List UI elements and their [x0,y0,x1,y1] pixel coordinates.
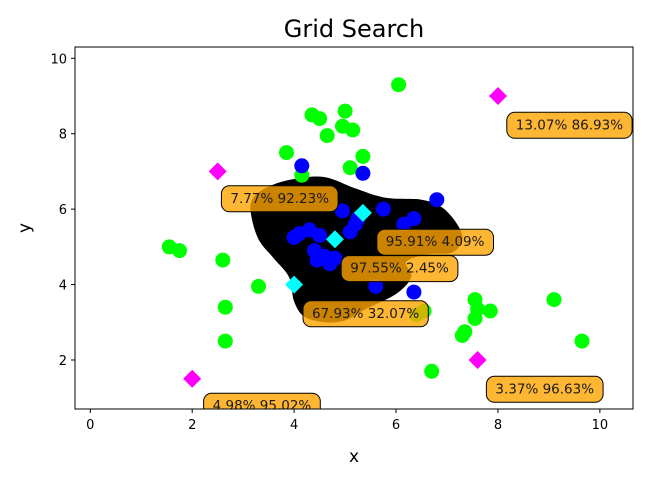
y-tick-label: 6 [59,203,67,218]
probability-annotation: 3.37% 96.63% [485,375,604,403]
series-blue-point [368,278,384,294]
series-green-point [391,77,407,93]
query-point-magenta [468,351,487,369]
annotation-box [302,300,429,328]
series-green-point [574,333,590,349]
series-blue-point [406,284,422,300]
query-point-cyan [325,230,344,249]
probability-annotation: 97.55% 2.45% [340,255,459,283]
annotation-text: 4.98% 95.02% [213,398,312,414]
y-tick-label: 4 [59,279,67,294]
series-green-point [345,122,361,138]
x-axis: 0 2 4 6 8 10 [86,409,608,433]
query-point-cyan [353,203,372,222]
series-green-point [424,363,440,379]
series-green-point [467,292,483,308]
probability-annotation: 7.77% 92.23% [220,185,339,213]
series-green-point [337,103,353,119]
series-green-point [251,278,266,294]
annotation-box [506,111,633,139]
y-tick-label: 8 [59,128,67,143]
series-green-point [217,333,233,349]
series-blue-point [429,192,445,208]
probability-annotation: 67.93% 32.07% [302,300,429,328]
series-green-point [355,148,371,164]
series-blue-point [294,158,310,174]
plot-area: 13.07% 86.93% 7.77% 92.23% 95.91% 4.09% 97.… [161,77,633,414]
plot-frame [74,46,634,410]
annotation-box [485,375,604,403]
x-tick-label: 0 [86,418,94,433]
y-tick-label: 10 [50,52,67,67]
series-green-point [319,128,335,144]
x-tick-label: 2 [188,418,196,433]
y-axis: 2 4 6 8 10 [50,52,75,369]
x-axis-label: x [349,447,359,467]
x-tick-label: 6 [392,418,400,433]
query-point-magenta [489,87,507,105]
series-blue-point [335,203,350,219]
points-layer [161,77,590,379]
series-green-point [217,299,233,315]
annotation-text: 3.37% 96.63% [495,381,594,397]
series-green-point [342,160,358,176]
series-green-point [312,111,328,127]
annotation-text: 7.77% 92.23% [230,191,329,207]
x-tick-label: 8 [494,418,502,433]
series-blue-point [312,228,328,243]
query-point-magenta [183,369,202,388]
annotation-box [340,255,459,283]
series-blue-point [309,252,325,268]
series-blue-point [406,211,422,227]
series-green-point [279,145,294,161]
annotation-text: 95.91% 4.09% [386,234,485,250]
annotation-text: 97.55% 2.45% [350,261,449,277]
annotation-box [203,392,321,409]
series-blue-point [375,201,391,217]
annotation-text: 67.93% 32.07% [312,306,419,322]
y-axis-label: y [15,223,35,233]
x-tick-label: 4 [290,418,298,433]
series-green-point [482,303,498,319]
series-blue-point [355,165,371,181]
probability-annotation: 95.91% 4.09% [376,228,494,256]
query-point-magenta [208,162,227,181]
series-green-point [172,243,187,259]
y-tick-label: 2 [59,354,67,369]
annotation-box [220,185,339,213]
series-green-point [215,252,231,268]
series-green-point [546,292,562,308]
query-markers-layer [183,87,507,388]
series-green-point [457,324,473,340]
x-tick-label: 10 [592,418,609,433]
annotations-layer: 13.07% 86.93% 7.77% 92.23% 95.91% 4.09% 97.… [203,111,633,414]
probability-annotation: 13.07% 86.93% [506,111,633,139]
series-blue-point [322,256,338,272]
annotation-text: 13.07% 86.93% [516,117,623,133]
chart-title: Grid Search [284,15,424,43]
probability-annotation: 4.98% 95.02% [203,392,321,414]
query-point-cyan [285,275,304,294]
